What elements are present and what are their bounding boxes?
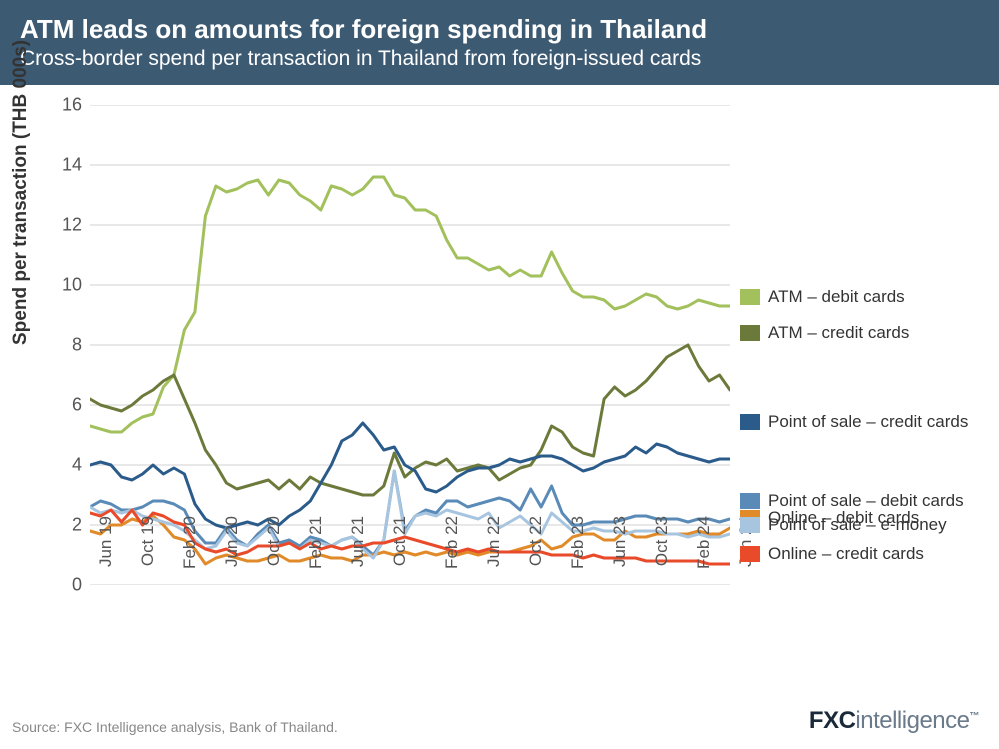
x-tick-label: Oct 23 [652,516,672,596]
legend-swatch [740,414,760,430]
legend-swatch [740,517,760,533]
legend-label: ATM – credit cards [768,323,909,343]
brand-light: intelligence [855,707,969,734]
legend-label: ATM – debit cards [768,287,905,307]
series-lines [90,177,730,564]
legend-swatch [740,546,760,562]
brand-bold: FXC [809,707,856,734]
x-tick-label: Jun 23 [610,516,630,596]
trademark-icon: ™ [970,711,980,722]
line-plot [90,105,730,585]
x-tick-label: Jun 19 [96,516,116,596]
x-tick-label: Feb 23 [568,516,588,596]
x-tick-label: Feb 21 [306,516,326,596]
legend-swatch [740,325,760,341]
y-tick-label: 0 [72,575,82,596]
x-tick-label: Feb 22 [442,516,462,596]
legend-swatch [740,289,760,305]
legend-item: Online – credit cards [740,544,924,564]
legend-item: ATM – debit cards [740,287,905,307]
chart-subtitle: Cross-border spend per transaction in Th… [20,47,979,71]
chart-header: ATM leads on amounts for foreign spendin… [0,0,999,85]
x-axis-ticks: Jun 19Oct 19Feb 20Jun 20Oct 20Feb 21Jun … [90,590,730,690]
source-text: Source: FXC Intelligence analysis, Bank … [12,719,338,735]
x-tick-label: Oct 21 [390,516,410,596]
legend: ATM – debit cards ATM – credit cards Point… [740,105,990,585]
y-tick-label: 16 [62,95,82,116]
x-tick-label: Oct 19 [138,516,158,596]
x-tick-label: Oct 20 [264,516,284,596]
y-tick-label: 14 [62,155,82,176]
legend-item: Point of sale – e-money [740,515,947,535]
brand-logo: FXCintelligence™ [809,707,979,735]
chart-footer: Source: FXC Intelligence analysis, Bank … [0,697,999,749]
x-tick-label: Jun 21 [348,516,368,596]
series-line [90,345,730,495]
y-tick-label: 4 [72,455,82,476]
x-tick-label: Jun 20 [222,516,242,596]
legend-label: Point of sale – e-money [768,515,947,535]
legend-label: Point of sale – credit cards [768,412,968,432]
legend-label: Online – credit cards [768,544,924,564]
y-tick-label: 12 [62,215,82,236]
legend-item: ATM – credit cards [740,323,909,343]
y-axis-ticks: 0246810121416 [50,105,86,585]
legend-item: Point of sale – credit cards [740,412,968,432]
y-axis-title: Spend per transaction (THB 000s) [10,40,32,345]
chart-area: Spend per transaction (THB 000s) 0246810… [0,85,999,675]
y-tick-label: 10 [62,275,82,296]
y-tick-label: 2 [72,515,82,536]
x-tick-label: Feb 20 [180,516,200,596]
series-line [90,177,730,432]
legend-swatch [740,493,760,509]
y-tick-label: 8 [72,335,82,356]
y-tick-label: 6 [72,395,82,416]
chart-title: ATM leads on amounts for foreign spendin… [20,14,979,45]
x-tick-label: Jun 22 [484,516,504,596]
x-tick-label: Oct 22 [526,516,546,596]
x-tick-label: Feb 24 [694,516,714,596]
